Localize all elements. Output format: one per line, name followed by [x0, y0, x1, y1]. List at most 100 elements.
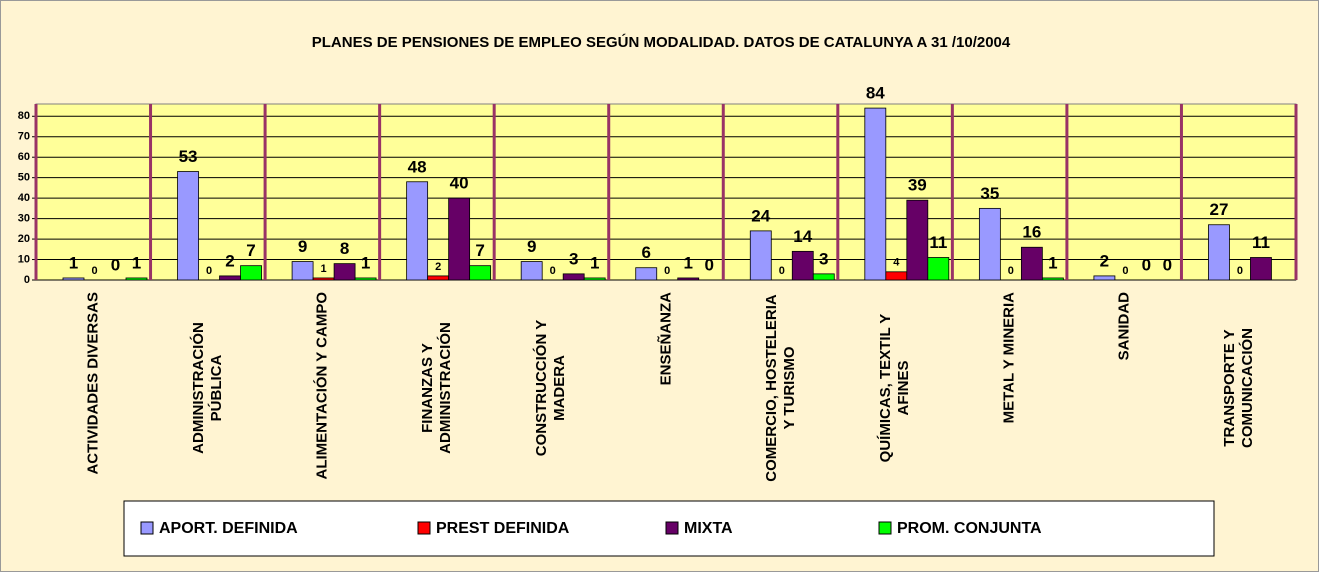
data-label: 24: [751, 206, 770, 225]
bar: [749, 230, 772, 281]
bar: [469, 265, 492, 281]
data-label: 3: [569, 249, 578, 268]
data-label: 1: [590, 253, 599, 272]
bar: [885, 271, 908, 281]
data-label: 7: [246, 241, 255, 260]
data-label: 0: [1142, 255, 1151, 274]
data-label: 4: [893, 257, 900, 269]
y-tick-label: 70: [18, 131, 30, 143]
data-label: 7: [475, 241, 484, 260]
data-label: 0: [779, 265, 785, 277]
bar: [906, 199, 929, 281]
data-label: 1: [132, 253, 141, 272]
bar: [448, 197, 471, 281]
y-tick-label: 40: [18, 192, 30, 204]
legend-label: APORT. DEFINIDA: [159, 520, 298, 537]
bar: [864, 107, 887, 281]
data-label: 1: [361, 253, 370, 272]
x-tick-label: CONSTRUCCIÓN Y MADERA: [533, 319, 569, 457]
bar: [354, 277, 377, 281]
data-label: 0: [1163, 255, 1172, 274]
bar: [219, 275, 241, 281]
bar: [791, 250, 814, 281]
bar: [406, 181, 429, 281]
legend-swatch: [665, 521, 679, 535]
bar: [177, 171, 199, 281]
bar: [1208, 224, 1230, 281]
bar: [583, 277, 606, 281]
y-tick-label: 80: [18, 110, 30, 122]
legend-swatch: [140, 521, 154, 535]
data-label: 8: [340, 239, 349, 258]
data-label: 6: [641, 243, 650, 262]
bar: [240, 265, 262, 281]
x-tick-label: COMERCIO, HOSTELERIA Y TURISMO: [762, 294, 798, 482]
data-label: 1: [321, 263, 327, 275]
legend-swatch: [417, 521, 431, 535]
bar: [1041, 277, 1064, 281]
bar: [427, 275, 450, 281]
bar: [635, 267, 658, 281]
plot-area: [35, 103, 1297, 281]
bar: [291, 261, 314, 281]
data-label: 0: [664, 265, 670, 277]
data-label: 11: [1252, 233, 1270, 252]
x-tick-label: TRANSPORTE Y COMUNICACIÓN: [1220, 328, 1256, 448]
bar: [978, 207, 1001, 281]
x-tick-label: ENSEÑANZA: [657, 292, 674, 386]
data-label: 27: [1209, 200, 1228, 219]
x-tick-label: ACTIVIDADES DIVERSAS: [84, 292, 102, 475]
data-label: 3: [819, 249, 828, 268]
legend-swatch: [878, 521, 892, 535]
bar: [1020, 246, 1043, 281]
data-label: 0: [111, 255, 120, 274]
bar: [1250, 257, 1272, 281]
data-label: 40: [450, 174, 469, 193]
x-tick-label: SANIDAD: [1115, 292, 1133, 361]
data-label: 1: [69, 253, 78, 272]
y-tick-label: 60: [18, 151, 30, 163]
bar: [677, 277, 700, 281]
data-label: 53: [179, 147, 198, 166]
data-label: 9: [298, 237, 307, 256]
data-label: 0: [91, 265, 97, 277]
data-label: 35: [980, 184, 999, 203]
y-tick-label: 20: [18, 233, 30, 245]
data-label: 0: [1122, 265, 1128, 277]
y-tick-label: 10: [18, 253, 30, 265]
x-tick-label: ALIMENTACIÓN Y CAMPO: [313, 292, 331, 480]
bar: [62, 277, 85, 281]
legend-label: PROM. CONJUNTA: [897, 520, 1042, 537]
x-tick-label: METAL Y MINERIA: [1000, 292, 1018, 424]
data-label: 39: [908, 176, 927, 195]
data-label: 84: [866, 84, 885, 103]
data-label: 1: [683, 253, 692, 272]
data-label: 48: [408, 157, 427, 176]
data-label: 1: [1048, 253, 1057, 272]
y-tick-label: 50: [18, 172, 30, 184]
y-tick-label: 0: [24, 274, 30, 286]
x-tick-label: ADMINISTRACIÓN PÚBLICA: [189, 322, 225, 454]
bar: [927, 257, 950, 281]
x-tick-label: FINANZAS Y ADMINISTRACIÓN: [418, 322, 454, 454]
data-label: 14: [793, 227, 812, 246]
chart-title: PLANES DE PENSIONES DE EMPLEO SEGÚN MODA…: [312, 33, 1011, 51]
data-label: 16: [1022, 223, 1041, 242]
x-tick-label: QUÍMICAS, TEXTIL Y AFINES: [877, 313, 913, 463]
bar: [1093, 275, 1116, 281]
bar: [125, 277, 148, 281]
legend-label: MIXTA: [684, 520, 733, 537]
bar: [562, 273, 585, 281]
data-label: 11: [929, 233, 947, 252]
data-label: 0: [704, 255, 713, 274]
data-label: 2: [435, 261, 441, 273]
bar: [312, 277, 335, 281]
data-label: 0: [206, 265, 212, 277]
data-label: 0: [550, 265, 556, 277]
legend-label: PREST DEFINIDA: [436, 520, 570, 537]
data-label: 9: [527, 237, 536, 256]
bar: [812, 273, 835, 281]
y-tick-label: 30: [18, 213, 30, 225]
